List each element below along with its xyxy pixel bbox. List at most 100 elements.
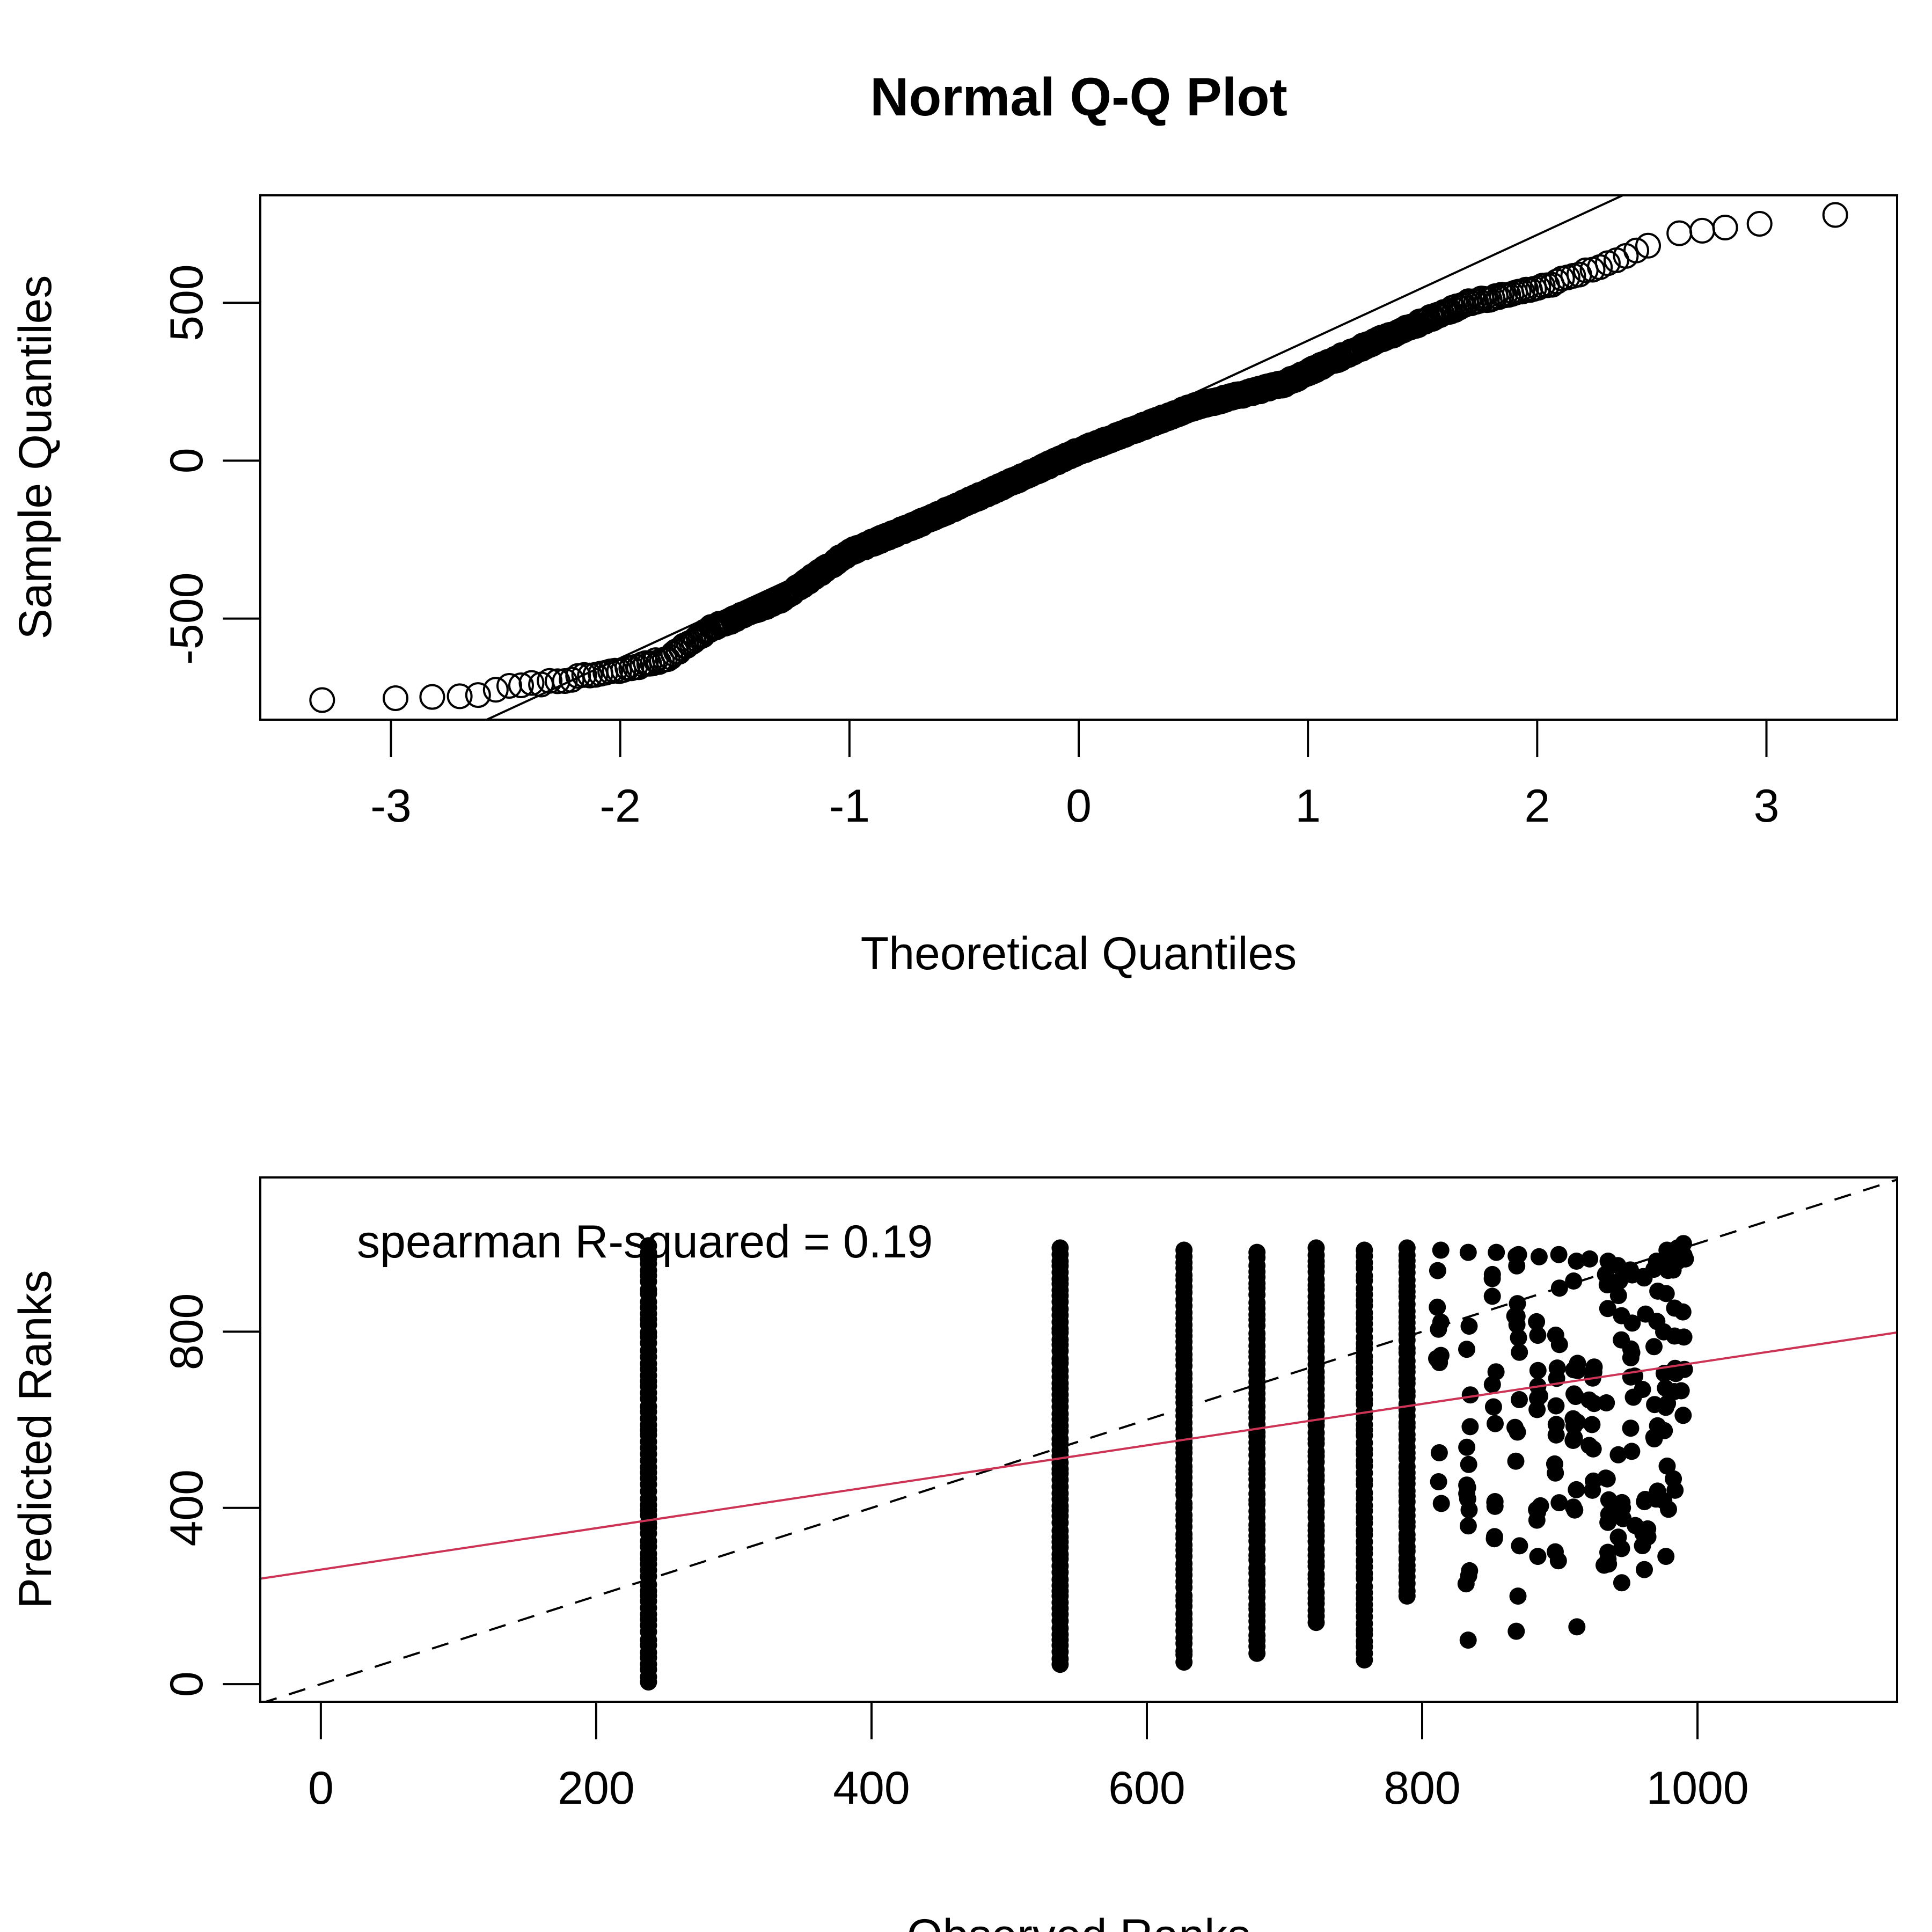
rank-point [1567, 1388, 1584, 1406]
rank-point [1458, 1341, 1475, 1358]
rank-point [1430, 1473, 1447, 1490]
rank-point [1565, 1361, 1583, 1379]
rank-point [1597, 1265, 1614, 1283]
rank-point [1529, 1327, 1547, 1344]
rank-point [1564, 1410, 1582, 1428]
qq-point [1689, 217, 1715, 244]
rank-point [1674, 1235, 1692, 1253]
rank-point [1459, 1517, 1477, 1535]
x-tick-label: 2 [1524, 780, 1550, 832]
x-tick-label: 600 [1108, 1762, 1185, 1814]
rank-point [1529, 1503, 1547, 1521]
y-tick-label: -500 [161, 573, 213, 665]
rank-point [1459, 1479, 1476, 1496]
rank-point [1657, 1548, 1675, 1565]
x-tick-label: 0 [308, 1762, 334, 1814]
rank-point [1609, 1528, 1627, 1546]
qq-point [626, 654, 652, 680]
y-axis-label: Sample Quantiles [10, 275, 61, 640]
rank-point [1568, 1618, 1586, 1636]
rank-point [1657, 1285, 1675, 1302]
rank-point [1598, 1470, 1616, 1488]
rank-point [1459, 1631, 1477, 1649]
y-tick-label: 400 [161, 1469, 213, 1547]
y-tick-label: 800 [161, 1293, 213, 1371]
rank-point [1564, 1432, 1582, 1449]
rank-point [1507, 1622, 1525, 1640]
qq-reference-line-layer [484, 195, 1626, 720]
rank-point [1356, 1241, 1373, 1259]
rank-point [1430, 1444, 1448, 1461]
rank-point [1664, 1261, 1682, 1279]
qq-point [309, 687, 335, 713]
rank-point [1581, 1250, 1599, 1268]
rank-point [1458, 1438, 1476, 1456]
x-tick-label: 3 [1754, 780, 1780, 832]
rank-point [1550, 1336, 1568, 1353]
qq-point [482, 677, 509, 703]
rank-point [1655, 1492, 1673, 1510]
rank-point [1510, 1329, 1527, 1346]
rank-point [1460, 1318, 1478, 1335]
rank-point [640, 1237, 657, 1255]
rank-point [1487, 1363, 1505, 1381]
rank-point [1609, 1287, 1627, 1305]
qq-point [1746, 211, 1773, 237]
qq-reference-line [484, 195, 1626, 720]
rank-point [1485, 1528, 1503, 1546]
rank-point [1599, 1300, 1616, 1318]
rank-point [1510, 1246, 1527, 1263]
rank-point [1529, 1389, 1546, 1407]
rank-point [1509, 1587, 1527, 1605]
y-tick-label: 500 [161, 264, 213, 341]
rank-point [1645, 1338, 1663, 1356]
rank-point [1432, 1241, 1450, 1259]
rank-point [1483, 1270, 1501, 1287]
rank-point [1580, 1437, 1598, 1454]
rank-point [1507, 1308, 1525, 1326]
rank-point [1598, 1394, 1615, 1411]
rank-point [1432, 1346, 1450, 1364]
qq-point [1712, 215, 1738, 240]
rank-point [1622, 1340, 1640, 1358]
x-axis-label: Theoretical Quantiles [861, 928, 1297, 979]
rank-point [1636, 1561, 1653, 1578]
rank-point [1488, 1243, 1505, 1261]
x-tick-label: 1 [1295, 780, 1321, 832]
rank-point [1674, 1407, 1692, 1424]
rank-point [1507, 1452, 1525, 1470]
qq-plot-panel: Normal Q-Q Plot -3 -2 -1 0 1 2 3 -500 0 500 Theor… [10, 67, 1898, 979]
identity-line [262, 1179, 1897, 1702]
rank-point [1665, 1470, 1682, 1488]
rank-point [1609, 1446, 1627, 1463]
rank-point [1430, 1320, 1447, 1338]
rank-point [1530, 1248, 1548, 1265]
qq-point [518, 670, 545, 696]
rank-point [1398, 1239, 1416, 1257]
qq-point [1822, 202, 1848, 228]
y-tick-label: 0 [161, 1671, 213, 1697]
qq-point [1666, 220, 1693, 246]
rank-point [1550, 1246, 1568, 1263]
rank-point [1432, 1495, 1450, 1512]
rank-point [1568, 1481, 1585, 1498]
x-tick-label: -1 [829, 780, 870, 832]
rank-point [1461, 1386, 1479, 1404]
rank-point [1529, 1548, 1547, 1565]
rank-point [1672, 1382, 1690, 1400]
qq-axes: -3 -2 -1 0 1 2 3 -500 0 500 [161, 264, 1779, 832]
rank-point [1675, 1328, 1693, 1346]
qq-point [508, 672, 534, 698]
rank-point [1621, 1261, 1639, 1279]
rank-point [1486, 1493, 1504, 1510]
rank-reference-lines-layer [260, 1179, 1897, 1702]
rank-point [1429, 1298, 1446, 1316]
rank-point [1483, 1287, 1501, 1305]
rank-point [1674, 1303, 1692, 1321]
rank-point [1583, 1416, 1601, 1433]
rank-point [1529, 1362, 1547, 1379]
rank-point [1511, 1343, 1528, 1361]
rank-point [1509, 1423, 1526, 1441]
rank-point [1657, 1399, 1674, 1416]
